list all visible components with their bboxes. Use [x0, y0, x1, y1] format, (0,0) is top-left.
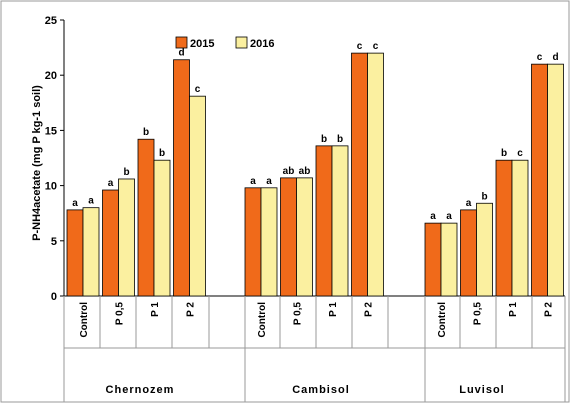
bar-2015	[280, 177, 297, 297]
category-label: P 1	[508, 302, 519, 317]
bar-significance-label: c	[537, 52, 543, 63]
y-tick-label: 0	[51, 291, 57, 303]
bar-significance-label: c	[517, 148, 523, 159]
bar-2016	[82, 207, 100, 297]
y-axis-label: P-NH4acetate (mg P kg-1 soil)	[31, 85, 43, 241]
legend-swatch	[235, 36, 248, 49]
legend-label: 2015	[190, 38, 214, 50]
bar-2016	[296, 177, 313, 297]
bar-significance-label: b	[481, 191, 487, 202]
bar-2015	[102, 189, 119, 297]
bar-significance-label: a	[88, 196, 94, 207]
bar-2015	[315, 145, 333, 297]
category-label: P 1	[328, 302, 339, 317]
category-label: Control	[79, 302, 90, 338]
category-label: P 2	[186, 302, 197, 317]
bar-2016	[547, 63, 564, 297]
bar-2015	[173, 59, 190, 297]
bar-significance-label: a	[446, 211, 452, 222]
bar-significance-label: ab	[283, 166, 295, 177]
bar-significance-label: b	[123, 167, 129, 178]
y-tick-label: 5	[51, 236, 57, 248]
legend-label: 2016	[250, 38, 274, 50]
bar-significance-label: d	[552, 52, 558, 63]
bar-2015	[424, 222, 442, 297]
bar-2016	[189, 95, 206, 297]
bar-2015	[66, 209, 84, 297]
bar-significance-label: a	[430, 211, 436, 222]
category-label: P 1	[150, 302, 161, 317]
bar-significance-label: b	[337, 134, 343, 145]
y-tick-label: 20	[45, 70, 57, 82]
group-label: Luvisol	[459, 384, 505, 396]
y-tick-label: 10	[45, 181, 57, 193]
bar-2016	[511, 159, 529, 297]
bar-significance-label: a	[72, 198, 78, 209]
bar-significance-label: b	[143, 127, 149, 138]
bar-2015	[351, 52, 368, 297]
bar-significance-label: a	[108, 178, 114, 189]
bar-2016	[153, 159, 171, 297]
bar-2016	[440, 222, 458, 297]
bar-significance-label: a	[266, 176, 272, 187]
bar-significance-label: c	[195, 84, 201, 95]
legend-swatch	[175, 36, 188, 49]
bar-2015	[244, 187, 262, 297]
bar-significance-label: a	[250, 176, 256, 187]
bar-2016	[331, 145, 349, 297]
bar-2015	[460, 209, 477, 297]
bar-significance-label: ab	[299, 166, 311, 177]
category-label: Control	[257, 302, 268, 338]
bar-significance-label: c	[357, 41, 363, 52]
bar-2016	[260, 187, 278, 297]
group-label: Chernozem	[106, 384, 175, 396]
bar-2015	[531, 63, 548, 297]
y-tick-label: 15	[45, 125, 57, 137]
bar-significance-label: b	[321, 134, 327, 145]
bar-significance-label: a	[466, 198, 472, 209]
category-label: P 0,5	[115, 302, 126, 326]
bar-significance-label: d	[178, 48, 184, 59]
bar-2015	[495, 159, 513, 297]
category-label: P 0,5	[293, 302, 304, 326]
bar-2016	[476, 202, 493, 297]
bar-2016	[367, 52, 384, 297]
bar-significance-label: c	[373, 41, 379, 52]
bar-2015	[137, 138, 155, 297]
category-label: P 2	[544, 302, 555, 317]
category-label: Control	[437, 302, 448, 338]
bar-2016	[118, 178, 135, 297]
group-label: Cambisol	[292, 384, 350, 396]
category-label: P 2	[364, 302, 375, 317]
y-tick-label: 25	[45, 15, 57, 27]
bar-significance-label: b	[159, 148, 165, 159]
bar-significance-label: b	[501, 148, 507, 159]
category-label: P 0,5	[473, 302, 484, 326]
